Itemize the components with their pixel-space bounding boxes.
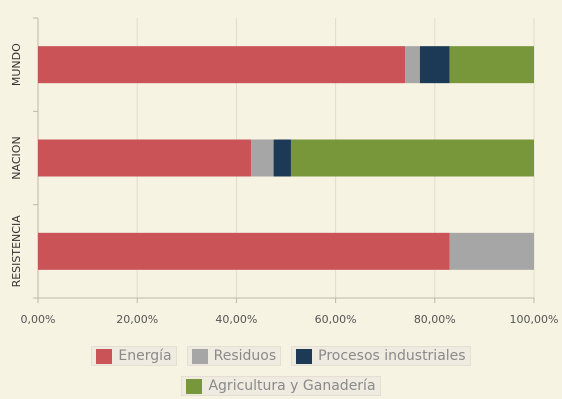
legend-swatch-procesos-industriales [296, 348, 313, 364]
x-tick-label-0: 0,00% [21, 313, 56, 326]
bar-mundo-procesos-industriales [419, 46, 450, 84]
bar-mundo-energia [38, 46, 406, 84]
bar-nacion-procesos-industriales [273, 139, 291, 177]
legend-row-1: Energía Residuos Procesos industriales [0, 346, 562, 366]
category-label-resistencia: RESISTENCIA [10, 215, 23, 288]
bar-nacion-energia [38, 139, 252, 177]
legend-item-agricultura-ganaderia[interactable]: Agricultura y Ganadería [181, 376, 381, 396]
bar-resistencia-energia [38, 232, 450, 270]
x-tick-label-5: 100,00% [510, 313, 559, 326]
legend-swatch-residuos [191, 348, 208, 364]
legend-item-procesos-industriales[interactable]: Procesos industriales [291, 346, 471, 366]
legend-item-residuos[interactable]: Residuos [186, 346, 282, 366]
legend-item-energia[interactable]: Energía [91, 346, 177, 366]
legend-swatch-agricultura-ganaderia [186, 378, 203, 394]
plot-area: 0,00% 20,00% 40,00% 60,00% 80,00% 100,00% MUND… [10, 17, 559, 326]
legend-label-procesos-industriales: Procesos industriales [318, 348, 466, 364]
legend-label-energia: Energía [118, 348, 172, 364]
legend-label-residuos: Residuos [213, 348, 277, 364]
x-tick-label-1: 20,00% [116, 313, 158, 326]
x-tick-label-4: 80,00% [414, 313, 456, 326]
bar-nacion-residuos [251, 139, 274, 177]
category-label-mundo: MUNDO [10, 43, 23, 86]
category-label-nacion: NACION [10, 136, 23, 179]
bar-mundo-agricultura-y-ganaderia [449, 46, 534, 84]
legend-row-2: Agricultura y Ganadería [0, 376, 562, 396]
bar-nacion-agricultura-y-ganaderia [290, 139, 534, 177]
x-tick-label-3: 60,00% [315, 313, 357, 326]
legend-swatch-energia [96, 348, 113, 364]
legend-label-agricultura-ganaderia: Agricultura y Ganadería [208, 378, 376, 394]
bar-resistencia-residuos [449, 232, 534, 270]
bar-mundo-residuos [405, 46, 420, 84]
x-tick-label-2: 40,00% [215, 313, 257, 326]
